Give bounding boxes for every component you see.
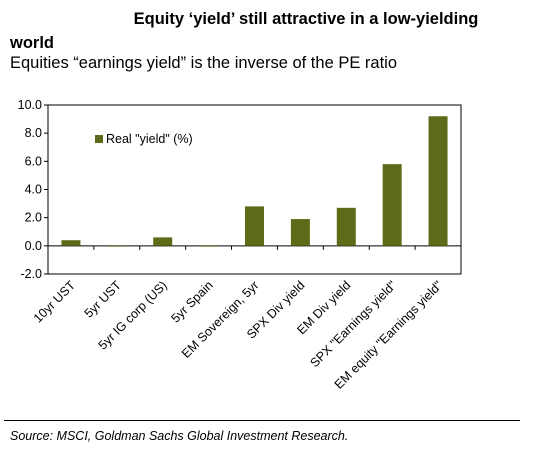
y-tick-label: 2.0 bbox=[25, 211, 42, 225]
bar bbox=[428, 116, 448, 246]
legend-swatch bbox=[95, 135, 103, 143]
x-tick-label: 10yr UST bbox=[31, 278, 78, 325]
y-tick-label: 10.0 bbox=[18, 98, 42, 112]
bar bbox=[61, 240, 81, 246]
chart-bars bbox=[61, 116, 448, 247]
legend-label: Real "yield" (%) bbox=[106, 132, 193, 146]
chart-title-line-2: world bbox=[10, 34, 54, 52]
chart-axes: -2.0 0.0 2.0 4.0 6.0 8.0 10.0 bbox=[18, 98, 462, 281]
chart-legend: Real "yield" (%) bbox=[95, 132, 193, 146]
bar bbox=[290, 219, 310, 246]
y-tick-label: 0.0 bbox=[25, 239, 42, 253]
bar bbox=[336, 207, 356, 246]
x-tick-label: SPX "Earnings yield" bbox=[307, 278, 399, 370]
y-tick-label: 6.0 bbox=[25, 154, 42, 168]
bar bbox=[153, 237, 173, 246]
x-tick-label: 5yr Spain bbox=[168, 278, 215, 325]
source-divider bbox=[4, 420, 520, 421]
source-note: Source: MSCI, Goldman Sachs Global Inves… bbox=[10, 429, 349, 443]
bar bbox=[382, 164, 402, 246]
x-tick-label: 5yr UST bbox=[82, 278, 125, 321]
bar-chart: -2.0 0.0 2.0 4.0 6.0 8.0 10.0 Real "yield" (%)… bbox=[18, 98, 462, 392]
y-tick-label: -2.0 bbox=[20, 267, 42, 281]
y-tick-label: 4.0 bbox=[25, 183, 42, 197]
chart-title-line-1: Equity ‘yield’ still attractive in a low… bbox=[133, 10, 479, 28]
bar bbox=[199, 245, 219, 247]
bar bbox=[245, 206, 264, 246]
x-tick-label: EM Sovereign, 5yr bbox=[179, 278, 262, 361]
y-tick-label: 8.0 bbox=[25, 126, 42, 140]
chart-subtitle: Equities “earnings yield” is the inverse… bbox=[10, 54, 398, 72]
bar bbox=[107, 245, 127, 247]
